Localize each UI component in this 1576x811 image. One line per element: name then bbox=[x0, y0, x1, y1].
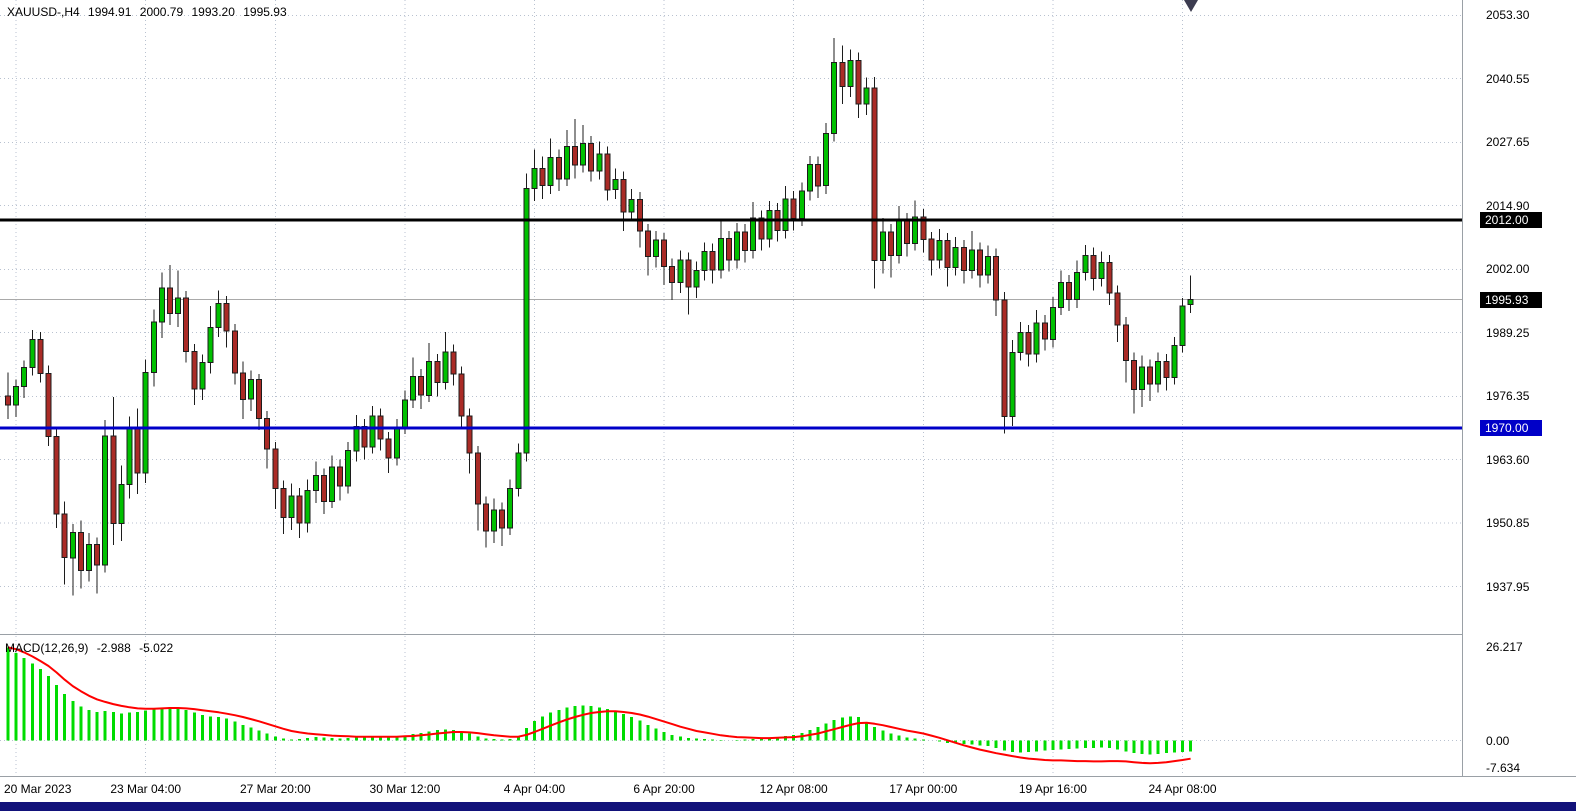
price-tick-label: 2002.00 bbox=[1486, 262, 1530, 277]
price-tick-label: 1963.60 bbox=[1486, 452, 1530, 467]
time-tick-label: 27 Mar 20:00 bbox=[239, 782, 311, 796]
chart-shift-triangle-icon[interactable] bbox=[1184, 0, 1198, 12]
price-tick-label: 1989.25 bbox=[1486, 325, 1530, 340]
price-axis[interactable]: 2053.30 2040.55 2027.65 2014.90 2002.00 1989.… bbox=[1462, 0, 1576, 776]
price-tick-label: 2040.55 bbox=[1486, 71, 1530, 86]
price-tick-label: -7.634 bbox=[1486, 761, 1521, 776]
price-tick-label: 2027.65 bbox=[1486, 135, 1530, 150]
macd-main-value: -2.988 bbox=[96, 641, 131, 655]
open-value: 1994.91 bbox=[88, 5, 132, 19]
symbol-ohlc-label: XAUUSD-,H4 1994.91 2000.79 1993.20 1995.… bbox=[7, 5, 292, 19]
support-level-tag: 1970.00 bbox=[1480, 419, 1542, 436]
price-tick-label: 26.217 bbox=[1486, 639, 1523, 654]
time-tick-label: 30 Mar 12:00 bbox=[369, 782, 441, 796]
macd-histogram bbox=[6, 647, 1193, 755]
macd-signal-value: -5.022 bbox=[139, 641, 174, 655]
time-tick-label: 12 Apr 08:00 bbox=[759, 782, 828, 796]
time-tick-label: 4 Apr 04:00 bbox=[503, 782, 566, 796]
price-chart-plot[interactable] bbox=[0, 0, 1462, 776]
price-tick-label: 1937.95 bbox=[1486, 579, 1530, 594]
grid bbox=[0, 0, 1462, 776]
price-tick-label: 1976.35 bbox=[1486, 389, 1530, 404]
resistance-level-tag: 2012.00 bbox=[1480, 211, 1542, 228]
candles[interactable] bbox=[5, 38, 1194, 596]
bid-price-tag: 1995.93 bbox=[1480, 291, 1542, 308]
time-tick-label: 24 Apr 08:00 bbox=[1148, 782, 1217, 796]
time-tick-label: 17 Apr 00:00 bbox=[889, 782, 958, 796]
time-tick-label: 6 Apr 20:00 bbox=[633, 782, 695, 796]
time-axis[interactable]: 20 Mar 2023 23 Mar 04:00 27 Mar 20:00 30 Ma… bbox=[0, 776, 1576, 803]
macd-name: MACD(12,26,9) bbox=[5, 641, 89, 655]
time-tick-label: 20 Mar 2023 bbox=[4, 782, 72, 796]
price-tick-label: 0.00 bbox=[1486, 733, 1510, 748]
price-tick-label: 2014.90 bbox=[1486, 198, 1530, 213]
symbol-period-label: XAUUSD-,H4 bbox=[7, 5, 80, 19]
window-bottom-bar bbox=[0, 802, 1576, 811]
macd-signal-line bbox=[7, 646, 1191, 765]
time-tick-label: 19 Apr 16:00 bbox=[1018, 782, 1087, 796]
close-value: 1995.93 bbox=[243, 5, 287, 19]
high-value: 2000.79 bbox=[139, 5, 184, 19]
low-value: 1993.20 bbox=[191, 5, 235, 19]
price-tick-label: 1950.85 bbox=[1486, 515, 1530, 530]
macd-indicator-label: MACD(12,26,9) -2.988 -5.022 bbox=[5, 641, 178, 655]
price-tick-label: 2053.30 bbox=[1486, 8, 1530, 23]
time-tick-label: 23 Mar 04:00 bbox=[110, 782, 182, 796]
